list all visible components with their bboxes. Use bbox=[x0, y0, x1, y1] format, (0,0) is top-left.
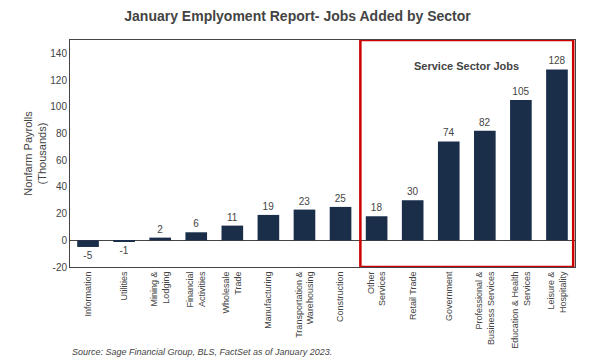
svg-text:-20: -20 bbox=[53, 262, 68, 273]
svg-text:100: 100 bbox=[50, 101, 67, 112]
svg-text:40: 40 bbox=[56, 181, 68, 192]
svg-text:23: 23 bbox=[299, 196, 311, 207]
svg-text:Information: Information bbox=[83, 272, 93, 317]
svg-text:WholesaleTrade: WholesaleTrade bbox=[221, 272, 243, 314]
svg-text:Transportation &Warehousing: Transportation &Warehousing bbox=[294, 272, 316, 338]
svg-text:82: 82 bbox=[479, 117, 491, 128]
svg-text:30: 30 bbox=[407, 186, 419, 197]
svg-text:Professional &Business Service: Professional &Business Services bbox=[474, 271, 496, 345]
svg-text:Service Sector Jobs: Service Sector Jobs bbox=[414, 60, 519, 72]
svg-text:Nonfarm Payrolls(Thousands): Nonfarm Payrolls(Thousands) bbox=[22, 111, 48, 196]
svg-text:Leisure &Hospitality: Leisure &Hospitality bbox=[546, 271, 568, 313]
svg-text:Education & HealthServices: Education & HealthServices bbox=[510, 271, 532, 349]
svg-text:FinancialActivities: FinancialActivities bbox=[185, 271, 207, 308]
svg-text:60: 60 bbox=[56, 155, 68, 166]
svg-text:Construction: Construction bbox=[335, 272, 345, 323]
svg-text:128: 128 bbox=[548, 55, 565, 66]
svg-text:140: 140 bbox=[50, 48, 67, 59]
svg-text:OtherServices: OtherServices bbox=[366, 271, 388, 306]
svg-text:11: 11 bbox=[227, 212, 238, 223]
svg-text:Retail Trade: Retail Trade bbox=[408, 272, 418, 321]
svg-text:19: 19 bbox=[263, 201, 275, 212]
svg-text:-5: -5 bbox=[83, 250, 92, 261]
svg-text:120: 120 bbox=[50, 75, 67, 86]
svg-text:20: 20 bbox=[56, 208, 68, 219]
svg-text:Government: Government bbox=[444, 271, 454, 321]
svg-text:Utilities: Utilities bbox=[119, 271, 129, 301]
svg-text:80: 80 bbox=[56, 128, 68, 139]
svg-text:0: 0 bbox=[61, 235, 67, 246]
svg-text:105: 105 bbox=[512, 86, 529, 97]
svg-text:74: 74 bbox=[443, 127, 455, 138]
svg-text:Mining &Lodging: Mining &Lodging bbox=[149, 272, 171, 307]
svg-text:6: 6 bbox=[193, 218, 199, 229]
svg-text:25: 25 bbox=[335, 193, 347, 204]
svg-text:18: 18 bbox=[371, 202, 383, 213]
svg-text:Manufacturing: Manufacturing bbox=[263, 272, 273, 329]
svg-text:January Emplyoment Report- Job: January Emplyoment Report- Jobs Added by… bbox=[124, 8, 471, 24]
svg-text:2: 2 bbox=[157, 224, 163, 235]
svg-text:Source: Sage Financial Group,: Source: Sage Financial Group, BLS, FactS… bbox=[72, 347, 332, 357]
svg-text:-1: -1 bbox=[119, 245, 128, 256]
